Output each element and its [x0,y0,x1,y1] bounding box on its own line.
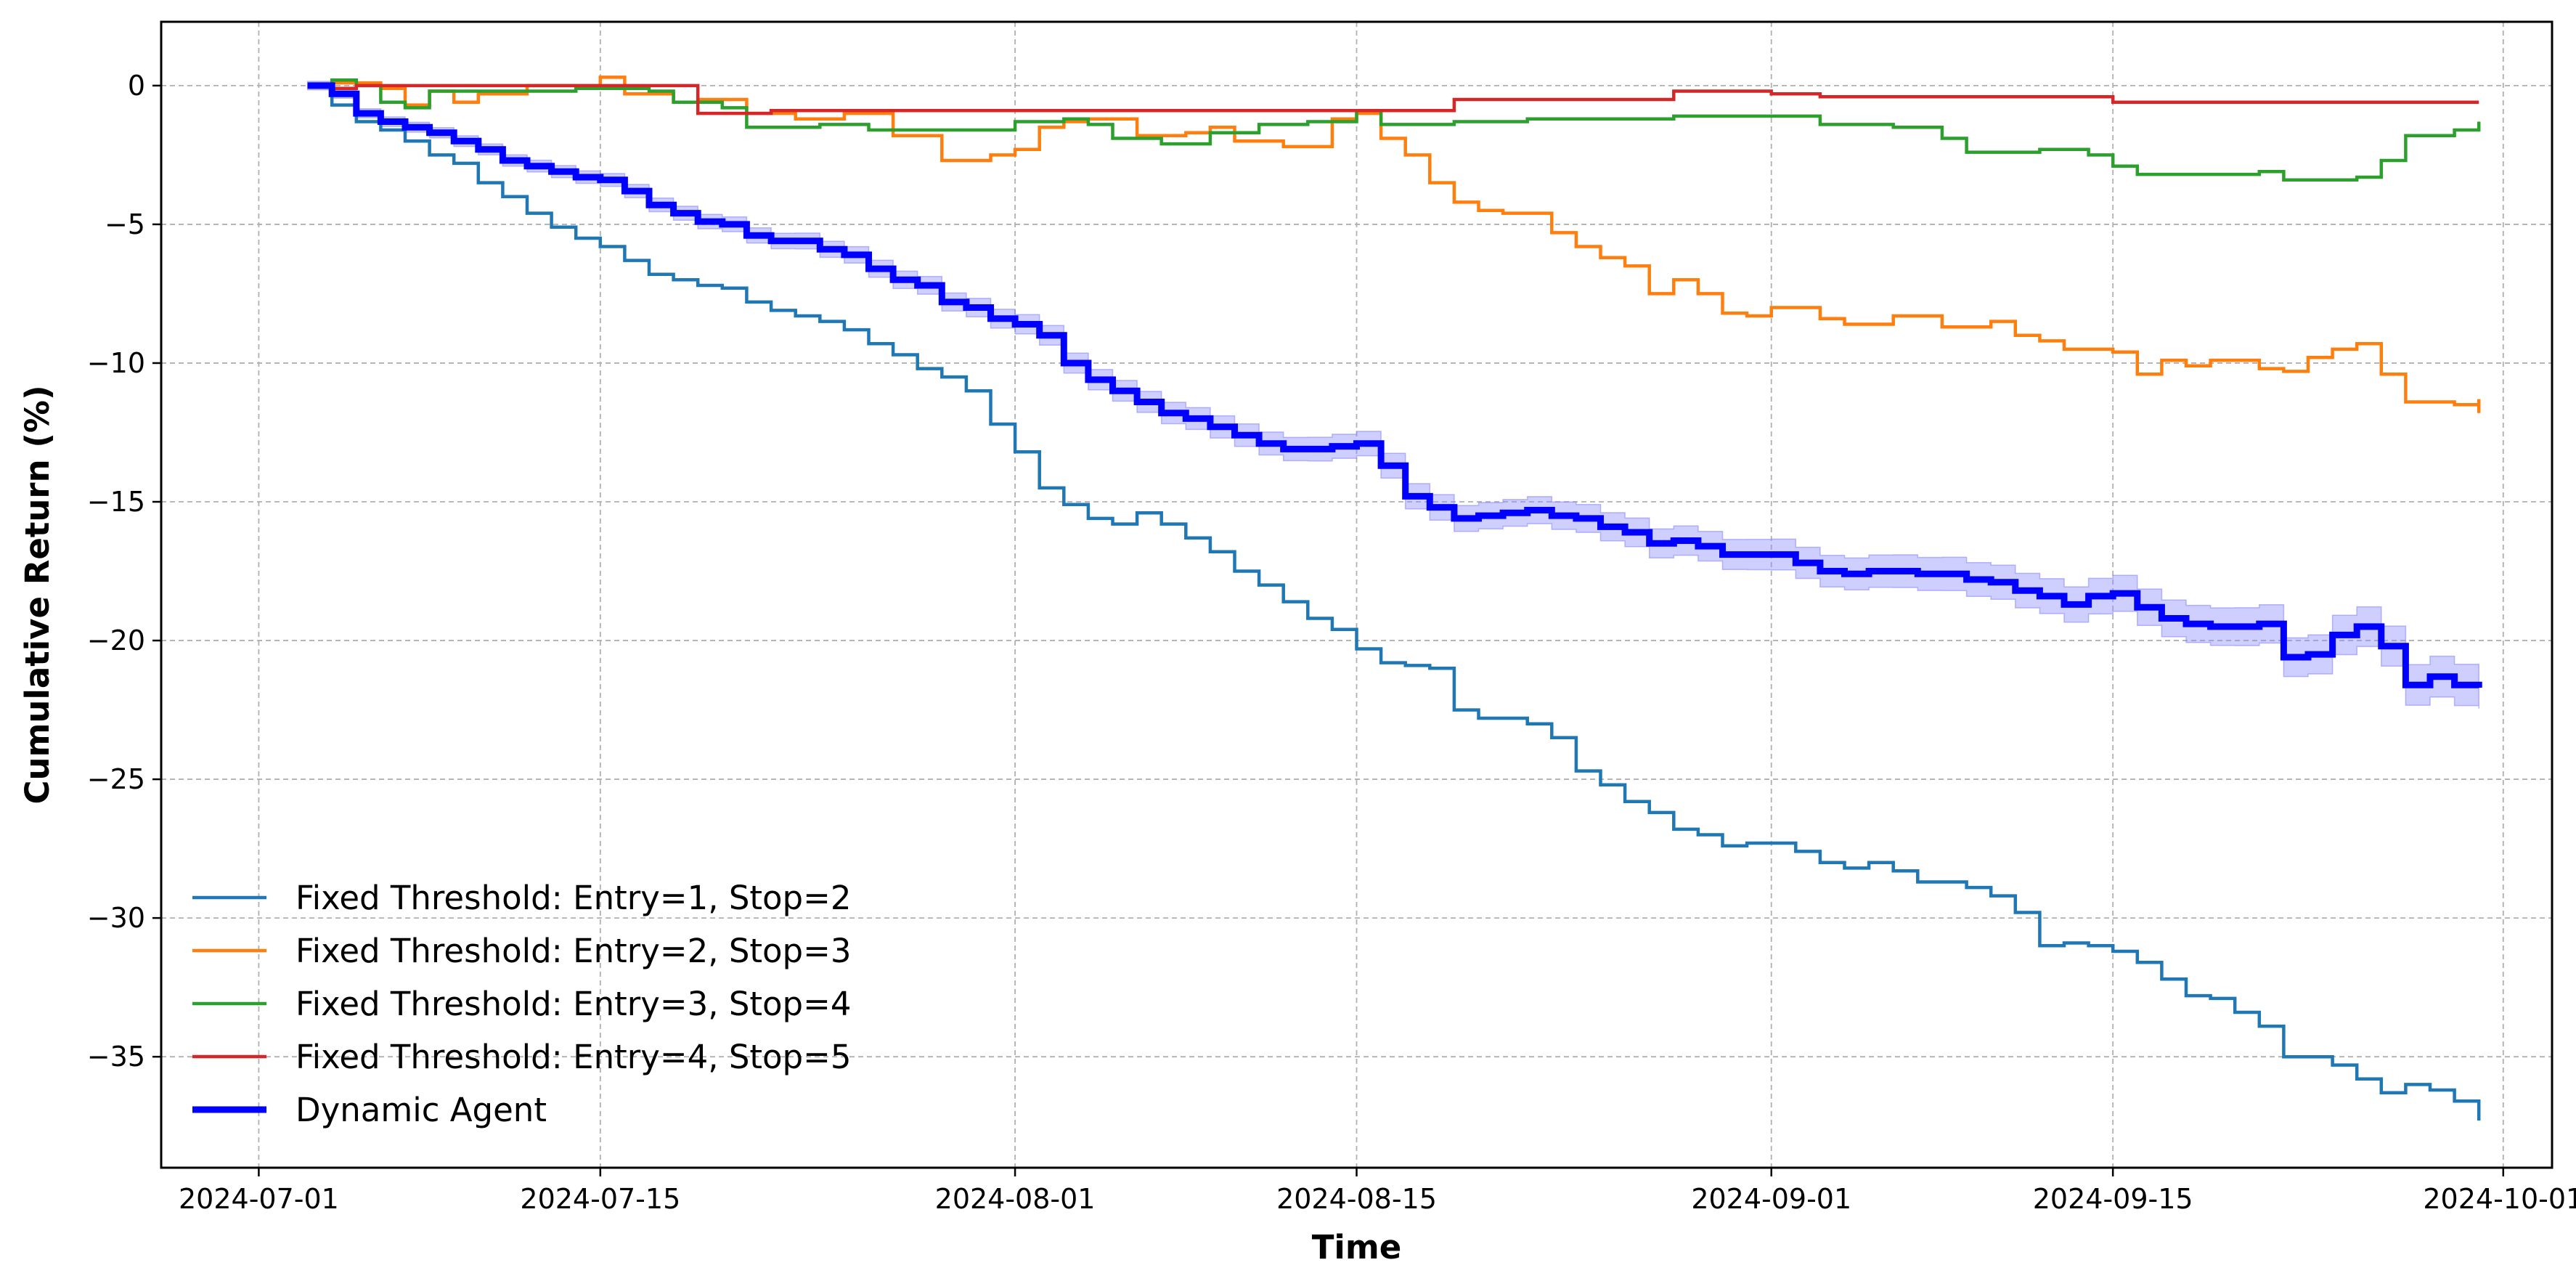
legend: Fixed Threshold: Entry=1, Stop=2 Fixed Th… [192,879,851,1129]
y-tick-label: 0 [128,70,145,102]
series-line-1 [307,84,2481,1121]
legend-label: Fixed Threshold: Entry=3, Stop=4 [295,985,851,1023]
x-tick-label: 2024-07-01 [179,1183,339,1215]
y-tick-label: −20 [87,625,145,656]
series-line-2 [307,76,2481,413]
y-tick-label: −35 [87,1041,145,1073]
x-tick-label: 2024-09-01 [1691,1183,1851,1215]
x-tick-label: 2024-09-15 [2033,1183,2193,1215]
y-tick-label: −25 [87,763,145,795]
y-tick-label: −30 [87,902,145,934]
legend-label: Fixed Threshold: Entry=4, Stop=5 [295,1038,851,1076]
series-lines [307,76,2482,1121]
x-tick-label: 2024-10-01 [2423,1183,2576,1215]
legend-label: Dynamic Agent [295,1091,547,1129]
legend-label: Fixed Threshold: Entry=2, Stop=3 [295,932,851,970]
series-line-4 [307,84,2479,115]
y-tick-label: −15 [87,486,145,518]
series-line-5 [307,82,2482,688]
y-axis-title: Cumulative Return (%) [18,385,57,804]
y-tick-label: −5 [105,208,145,240]
x-tick-label: 2024-08-15 [1276,1183,1437,1215]
legend-label: Fixed Threshold: Entry=1, Stop=2 [295,879,851,917]
x-axis-title: Time [1312,1228,1402,1266]
series-line-3 [307,78,2481,182]
x-tick-label: 2024-08-01 [935,1183,1096,1215]
x-tick-label: 2024-07-15 [520,1183,680,1215]
y-tick-label: −10 [87,347,145,379]
axis-ticks: 0 −5 −10 −15 −20 −25 −30 −35 2024-07-01 2024-07-1… [87,70,2576,1215]
